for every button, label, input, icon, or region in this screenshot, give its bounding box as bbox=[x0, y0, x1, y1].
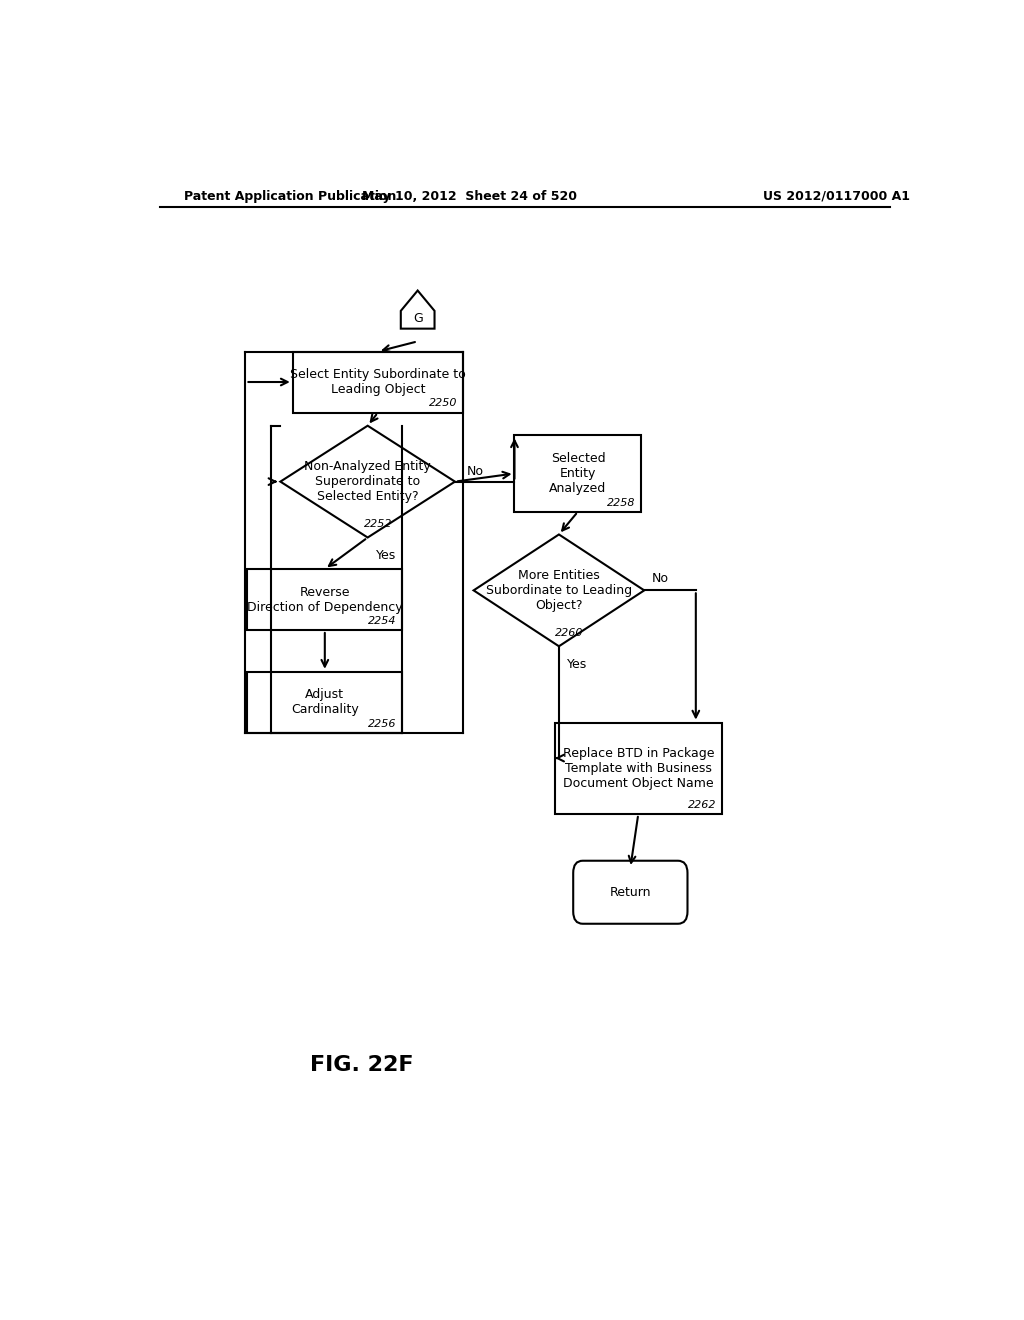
Text: Replace BTD in Package
Template with Business
Document Object Name: Replace BTD in Package Template with Bus… bbox=[562, 747, 714, 789]
Text: 2258: 2258 bbox=[607, 498, 636, 507]
Text: More Entities
Subordinate to Leading
Object?: More Entities Subordinate to Leading Obj… bbox=[485, 569, 632, 612]
Text: Yes: Yes bbox=[376, 549, 396, 562]
Text: May 10, 2012  Sheet 24 of 520: May 10, 2012 Sheet 24 of 520 bbox=[361, 190, 577, 202]
Text: 2260: 2260 bbox=[555, 628, 584, 638]
Text: 2262: 2262 bbox=[687, 800, 716, 810]
Text: Reverse
Direction of Dependency: Reverse Direction of Dependency bbox=[247, 586, 402, 614]
Text: Selected
Entity
Analyzed: Selected Entity Analyzed bbox=[549, 451, 606, 495]
Text: US 2012/0117000 A1: US 2012/0117000 A1 bbox=[763, 190, 910, 202]
Text: Patent Application Publication: Patent Application Publication bbox=[183, 190, 396, 202]
Text: Adjust
Cardinality: Adjust Cardinality bbox=[291, 688, 358, 717]
Text: 2250: 2250 bbox=[429, 399, 458, 408]
Text: FIG. 22F: FIG. 22F bbox=[310, 1055, 414, 1074]
Text: 2256: 2256 bbox=[369, 718, 396, 729]
Text: Yes: Yes bbox=[567, 659, 587, 671]
Text: G: G bbox=[413, 312, 423, 325]
Text: 2254: 2254 bbox=[369, 616, 396, 626]
Text: Non-Analyzed Entity
Superordinate to
Selected Entity?: Non-Analyzed Entity Superordinate to Sel… bbox=[304, 461, 431, 503]
Text: 2252: 2252 bbox=[364, 519, 392, 529]
FancyBboxPatch shape bbox=[248, 569, 402, 630]
Polygon shape bbox=[474, 535, 644, 647]
FancyBboxPatch shape bbox=[573, 861, 687, 924]
Polygon shape bbox=[281, 426, 455, 537]
FancyBboxPatch shape bbox=[293, 351, 463, 412]
Text: No: No bbox=[467, 465, 484, 478]
FancyBboxPatch shape bbox=[514, 436, 641, 512]
Polygon shape bbox=[400, 290, 434, 329]
Text: No: No bbox=[652, 572, 669, 585]
FancyBboxPatch shape bbox=[555, 722, 722, 814]
Text: Return: Return bbox=[609, 886, 651, 899]
Text: Select Entity Subordinate to
Leading Object: Select Entity Subordinate to Leading Obj… bbox=[290, 368, 466, 396]
FancyBboxPatch shape bbox=[248, 672, 402, 733]
